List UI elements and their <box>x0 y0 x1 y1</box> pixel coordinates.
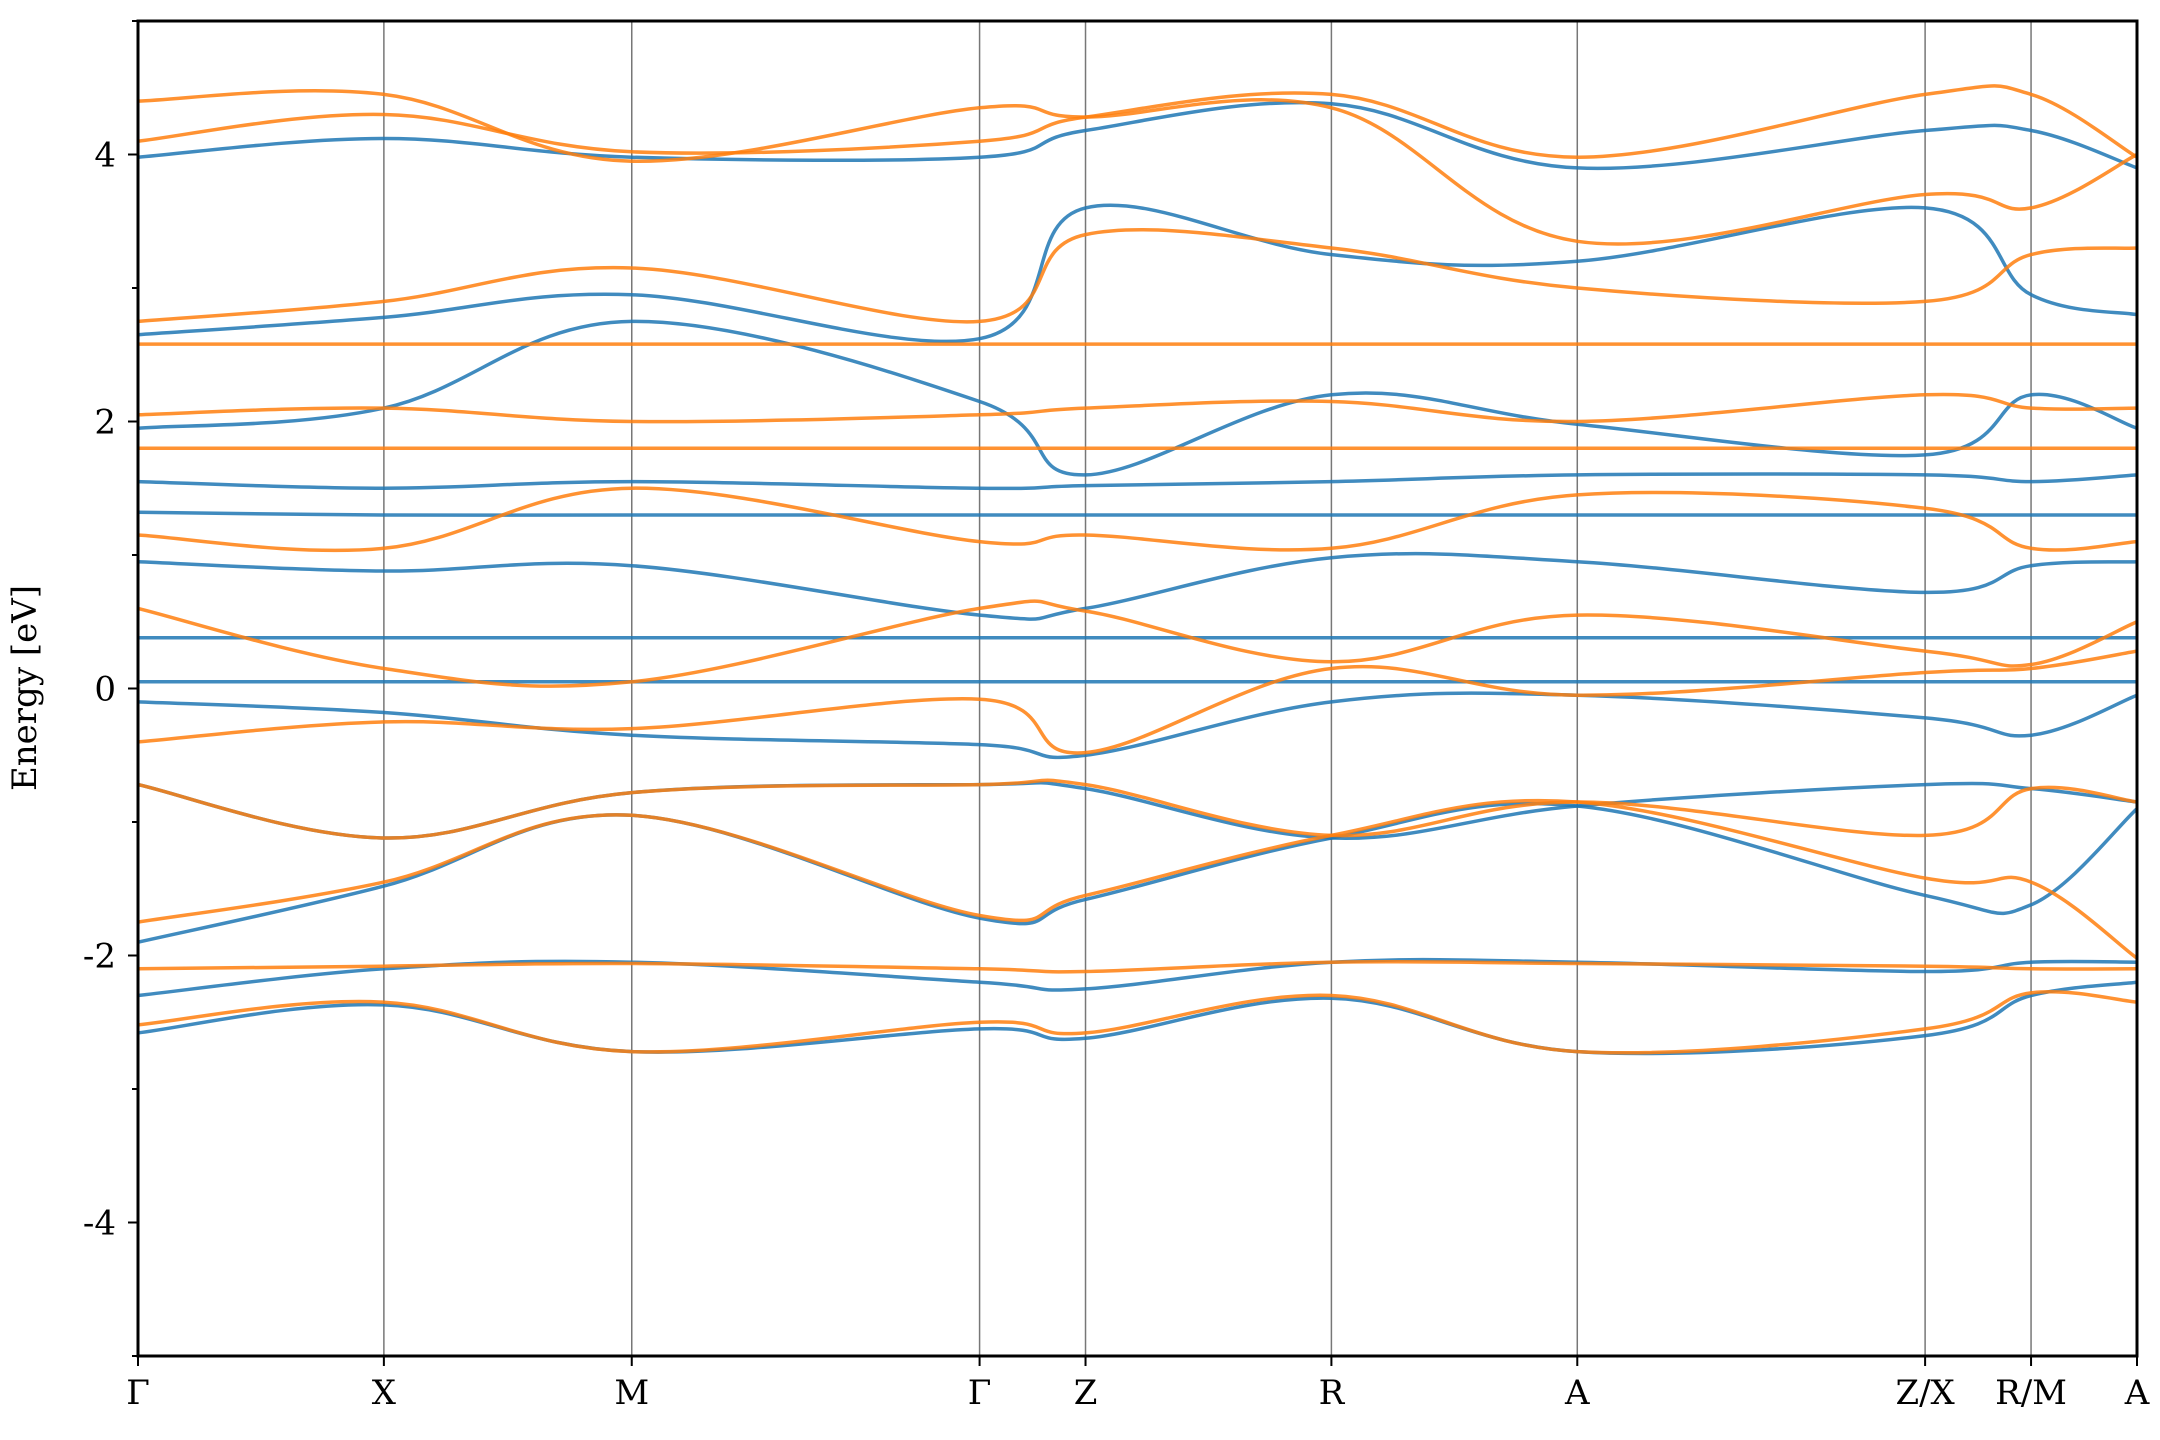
band-line-series-1 <box>138 778 2137 840</box>
band-line-series-1 <box>138 959 2137 974</box>
x-axis: Γ X M Γ Z R A Z/X R/M A <box>126 1356 2150 1413</box>
band-line-series-0 <box>138 691 2137 760</box>
x-tick-label: Γ <box>968 1373 992 1413</box>
y-tick-label: 0 <box>94 670 116 710</box>
x-tick-label: X <box>372 1373 397 1413</box>
band-line-series-0 <box>138 510 2137 517</box>
band-line-series-1 <box>138 486 2137 553</box>
y-axis: -4 -2 0 2 4 <box>83 20 138 1357</box>
band-line-series-1 <box>138 990 2137 1055</box>
x-tick-label: R <box>1319 1373 1346 1413</box>
band-line-series-0 <box>138 472 2137 491</box>
band-line-series-0 <box>138 551 2137 621</box>
band-line-series-1 <box>138 88 2137 246</box>
band-line-series-1 <box>138 599 2137 688</box>
band-line-series-1 <box>138 228 2137 324</box>
y-axis-label: Energy [eV] <box>5 585 45 791</box>
x-tick-label: Z/X <box>1895 1373 1955 1413</box>
y-tick-label: 4 <box>94 136 116 176</box>
x-tick-label: R/M <box>1995 1373 2067 1413</box>
x-tick-label: A <box>2124 1373 2150 1413</box>
band-line-series-0 <box>138 100 2137 171</box>
band-line-series-1 <box>138 649 2137 755</box>
y-tick-label: -4 <box>83 1204 116 1244</box>
y-tick-label: 2 <box>94 403 116 443</box>
x-tick-label: Z <box>1074 1373 1098 1413</box>
band-line-series-1 <box>138 798 2137 960</box>
y-tick-label: -2 <box>83 937 116 977</box>
x-tick-label: A <box>1564 1373 1590 1413</box>
band-line-series-1 <box>138 392 2137 424</box>
high-symmetry-lines <box>383 21 2032 1356</box>
bands-layer <box>138 84 2137 1056</box>
x-tick-label: M <box>614 1373 649 1413</box>
band-line-series-0 <box>138 203 2137 344</box>
band-line-series-0 <box>138 319 2137 477</box>
band-line-series-1 <box>138 84 2137 159</box>
x-tick-label: Γ <box>126 1373 150 1413</box>
